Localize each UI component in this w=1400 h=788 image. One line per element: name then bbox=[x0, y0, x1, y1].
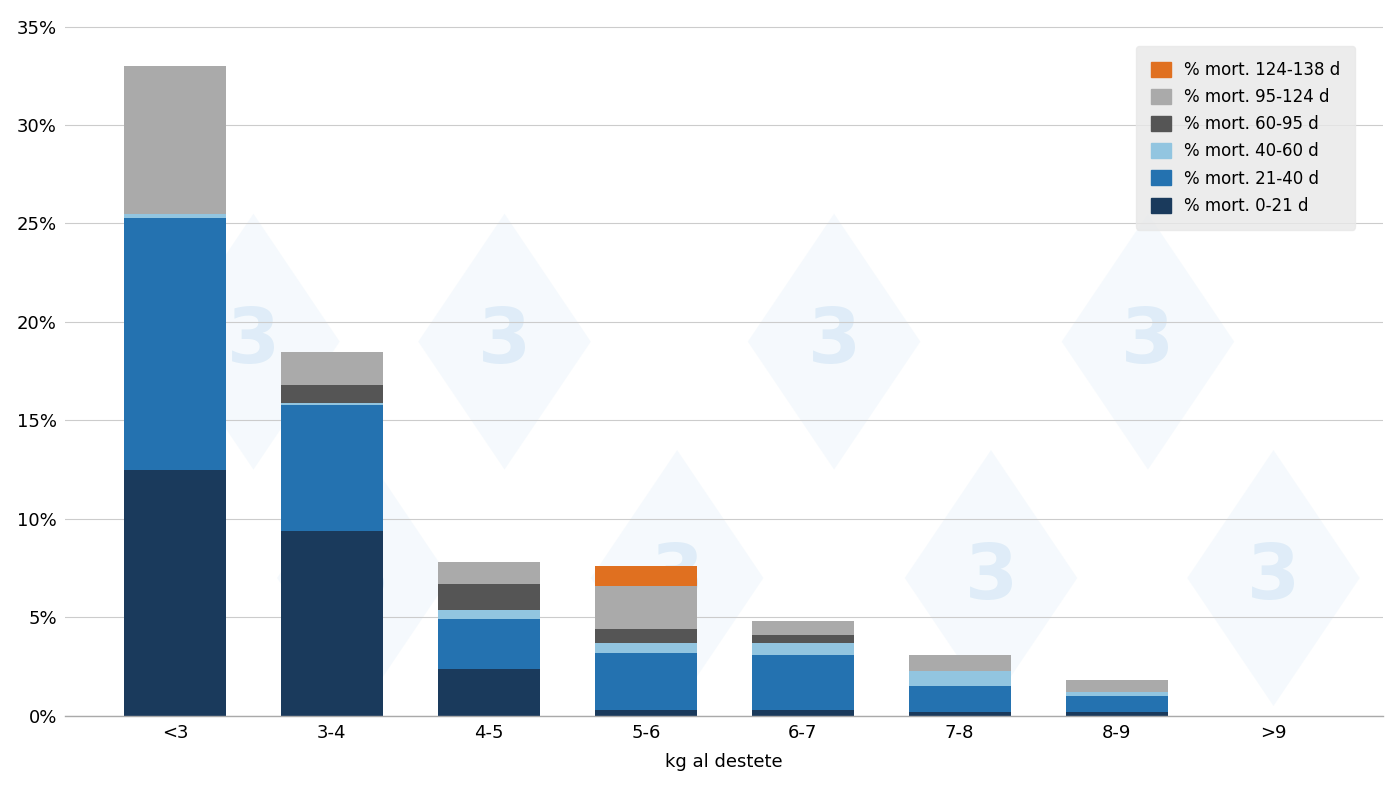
Text: 3: 3 bbox=[1247, 541, 1301, 615]
Bar bbox=[909, 712, 1011, 716]
Bar bbox=[125, 217, 225, 470]
Polygon shape bbox=[167, 214, 340, 470]
Bar bbox=[125, 470, 225, 716]
Bar bbox=[281, 403, 384, 405]
Polygon shape bbox=[904, 450, 1078, 706]
Bar bbox=[125, 214, 225, 217]
Bar bbox=[595, 630, 697, 643]
Bar bbox=[595, 567, 697, 586]
Bar bbox=[281, 385, 384, 403]
Text: 3: 3 bbox=[965, 541, 1018, 615]
Text: 3: 3 bbox=[477, 305, 531, 379]
Bar bbox=[752, 643, 854, 655]
Bar bbox=[752, 635, 854, 643]
Bar bbox=[909, 655, 1011, 671]
Bar bbox=[438, 563, 540, 584]
Text: 3: 3 bbox=[1121, 305, 1175, 379]
Bar bbox=[1065, 692, 1168, 696]
Text: 3: 3 bbox=[337, 541, 389, 615]
Bar bbox=[1065, 680, 1168, 692]
Bar bbox=[595, 586, 697, 630]
X-axis label: kg al destete: kg al destete bbox=[665, 753, 783, 771]
Polygon shape bbox=[748, 214, 920, 470]
Bar bbox=[909, 686, 1011, 712]
Polygon shape bbox=[591, 450, 763, 706]
Bar bbox=[909, 671, 1011, 686]
Bar bbox=[438, 619, 540, 668]
Polygon shape bbox=[1061, 214, 1235, 470]
Bar bbox=[595, 643, 697, 653]
Bar bbox=[595, 653, 697, 710]
Legend: % mort. 124-138 d, % mort. 95-124 d, % mort. 60-95 d, % mort. 40-60 d, % mort. 2: % mort. 124-138 d, % mort. 95-124 d, % m… bbox=[1135, 46, 1355, 230]
Bar bbox=[125, 66, 225, 214]
Polygon shape bbox=[1187, 450, 1359, 706]
Text: 3: 3 bbox=[808, 305, 861, 379]
Polygon shape bbox=[419, 214, 591, 470]
Bar bbox=[281, 531, 384, 716]
Text: 3: 3 bbox=[651, 541, 704, 615]
Bar bbox=[438, 584, 540, 610]
Bar bbox=[1065, 696, 1168, 712]
Polygon shape bbox=[277, 450, 449, 706]
Bar bbox=[752, 655, 854, 710]
Bar bbox=[281, 351, 384, 385]
Bar bbox=[1065, 712, 1168, 716]
Bar bbox=[752, 710, 854, 716]
Bar bbox=[595, 710, 697, 716]
Bar bbox=[438, 610, 540, 619]
Text: 3: 3 bbox=[227, 305, 280, 379]
Bar bbox=[438, 668, 540, 716]
Bar bbox=[752, 622, 854, 635]
Bar bbox=[281, 405, 384, 531]
